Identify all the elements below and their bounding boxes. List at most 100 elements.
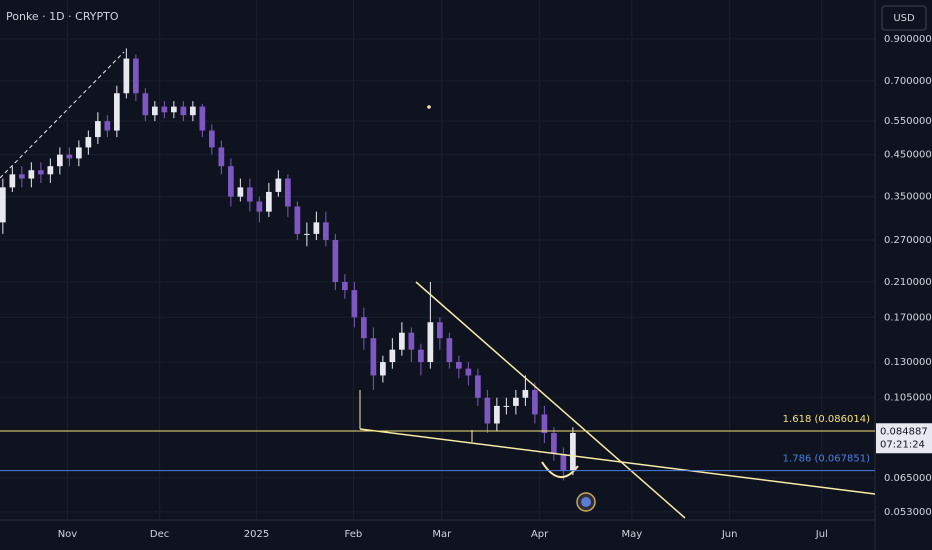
candle-body bbox=[437, 322, 443, 339]
y-tick-label: 0.130000 bbox=[884, 357, 932, 368]
candle-body bbox=[209, 130, 215, 148]
candles bbox=[0, 48, 576, 481]
y-tick-label: 0.450000 bbox=[884, 150, 932, 161]
candle-body bbox=[484, 397, 491, 424]
drawings bbox=[0, 51, 876, 519]
candle-body bbox=[323, 222, 329, 240]
candle-body bbox=[361, 317, 367, 339]
candle-body bbox=[418, 349, 424, 363]
candle-body bbox=[57, 154, 63, 167]
candle-body bbox=[342, 281, 348, 291]
candle-body bbox=[475, 375, 481, 398]
candle-body bbox=[389, 349, 396, 363]
candle-body bbox=[104, 121, 111, 131]
candle-body bbox=[142, 93, 149, 116]
currency-button[interactable] bbox=[881, 5, 927, 31]
candle-body bbox=[190, 106, 196, 116]
candle-body bbox=[123, 58, 130, 94]
level-label: 1.786 (0.067851) bbox=[783, 454, 870, 465]
candle-body bbox=[427, 322, 434, 363]
candle-body bbox=[66, 154, 73, 159]
last-price-tag bbox=[876, 423, 932, 454]
candle-body bbox=[370, 338, 377, 376]
y-tick-label: 0.900000 bbox=[884, 34, 932, 45]
candle-body bbox=[76, 147, 82, 159]
candle-body bbox=[266, 191, 272, 212]
candle-body bbox=[171, 106, 177, 113]
candle-body bbox=[456, 362, 462, 369]
candle-body bbox=[503, 405, 510, 407]
candle-body bbox=[180, 106, 187, 116]
trend-line bbox=[359, 428, 876, 495]
trend-line bbox=[415, 281, 686, 519]
y-tick-label: 0.065000 bbox=[884, 473, 932, 484]
candle-body bbox=[551, 433, 557, 454]
event-icon-inner bbox=[581, 497, 591, 507]
x-tick-label: Nov bbox=[58, 529, 78, 540]
currency-label: USD bbox=[893, 13, 915, 24]
candle-body bbox=[275, 178, 282, 192]
candle-body bbox=[9, 174, 16, 188]
candle-body bbox=[28, 170, 35, 179]
candle-body bbox=[237, 187, 244, 197]
candle-body bbox=[560, 453, 567, 471]
x-tick-label: 2025 bbox=[244, 529, 269, 540]
candle-body bbox=[570, 433, 576, 471]
candle-body bbox=[446, 338, 453, 363]
grid bbox=[0, 0, 875, 520]
y-tick-label: 0.053000 bbox=[884, 507, 932, 518]
y-tick-label: 0.350000 bbox=[884, 192, 932, 203]
candle-body bbox=[294, 206, 301, 234]
candle-body bbox=[513, 397, 519, 406]
candle-body bbox=[19, 174, 25, 179]
x-tick-label: May bbox=[621, 529, 642, 540]
candle-body bbox=[313, 222, 320, 234]
candle-body bbox=[114, 93, 120, 131]
candle-body bbox=[95, 121, 101, 138]
x-tick-label: Jul bbox=[815, 529, 828, 540]
candle-body bbox=[541, 414, 548, 434]
y-tick-label: 0.700000 bbox=[884, 76, 932, 87]
candle-body bbox=[218, 147, 225, 167]
price-axis: 0.900000 0.700000 0.550000 0.450000 0.350000… bbox=[58, 34, 932, 540]
y-tick-label: 0.105000 bbox=[884, 393, 932, 404]
candle-body bbox=[285, 178, 291, 207]
dot bbox=[427, 105, 431, 109]
x-tick-label: Apr bbox=[531, 529, 549, 540]
y-tick-label: 0.270000 bbox=[884, 235, 932, 246]
x-tick-label: Dec bbox=[150, 529, 169, 540]
candle-body bbox=[85, 137, 92, 148]
arc-marker bbox=[541, 461, 579, 478]
candle-body bbox=[256, 201, 263, 212]
candle-body bbox=[380, 362, 386, 376]
candle-body bbox=[465, 368, 472, 376]
x-tick-label: Mar bbox=[432, 529, 452, 540]
x-tick-label: Jun bbox=[721, 529, 738, 540]
countdown-label: 07:21:24 bbox=[880, 439, 925, 450]
y-tick-label: 0.210000 bbox=[884, 277, 932, 288]
candle-body bbox=[522, 389, 529, 398]
trend-line bbox=[0, 51, 125, 179]
chart-title: Ponke · 1D · CRYPTO bbox=[6, 10, 119, 23]
candle-body bbox=[228, 166, 234, 197]
candle-body bbox=[38, 170, 44, 175]
levels: 1.618 (0.086014) 1.786 (0.067851) bbox=[0, 414, 875, 472]
candle-body bbox=[332, 239, 339, 282]
candle-body bbox=[408, 332, 415, 350]
level-label: 1.618 (0.086014) bbox=[783, 414, 870, 425]
x-tick-label: Feb bbox=[345, 529, 363, 540]
candle-body bbox=[0, 187, 6, 223]
candle-body bbox=[47, 166, 54, 175]
candle-body bbox=[247, 187, 253, 202]
candle-body bbox=[133, 58, 139, 94]
candle-body bbox=[199, 106, 206, 131]
candle-body bbox=[532, 389, 538, 415]
y-tick-label: 0.550000 bbox=[884, 116, 932, 127]
last-price-label: 0.084887 bbox=[880, 426, 928, 437]
candle-body bbox=[152, 106, 158, 116]
candle-body bbox=[351, 290, 358, 318]
candle-body bbox=[494, 405, 500, 424]
